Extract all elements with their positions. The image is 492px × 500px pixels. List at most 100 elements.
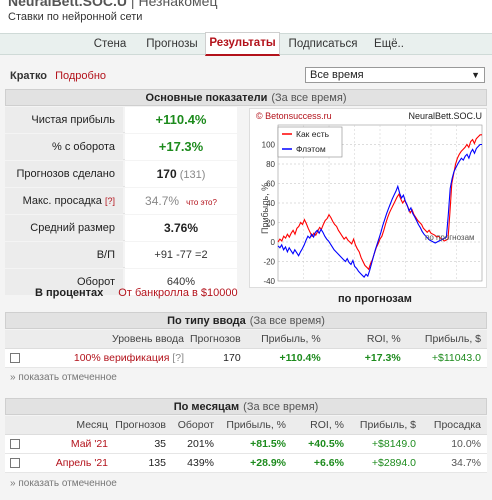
month-table: Месяц Прогнозов Оборот Прибыль, % ROI, %… (5, 416, 487, 473)
stat-value-drawdown: 34.7% что это? (125, 188, 237, 214)
view-short-link[interactable]: Кратко (10, 70, 48, 82)
stat-row-profit: Чистая прибыль +110.4% (5, 107, 237, 133)
stat-value-turnover: 640% (125, 269, 237, 295)
month-roi: +6.6% (292, 453, 350, 473)
stat-value-count: 170 (131) (125, 161, 237, 187)
chart-axis-caption: по прогнозам (338, 293, 412, 305)
stat-label: Чистая прибыль (5, 107, 123, 133)
percent-label: В процентах (35, 287, 104, 299)
month-drawdown: 34.7% (422, 453, 487, 473)
profit-chart: -40 -20 0 20 40 60 80 100 © Betonsuccess.ru Neu… (249, 108, 487, 288)
col-check (5, 330, 26, 349)
stat-label: Макс. просадка [?] (5, 188, 123, 214)
col-profit[interactable]: Прибыль, % (220, 416, 292, 435)
drawdown-help-link[interactable]: [?] (104, 196, 115, 206)
chart-ylabel: Прибыль, % (260, 183, 270, 234)
chart-ytick-label: 20 (266, 219, 275, 228)
type-help-link[interactable]: [?] (172, 351, 184, 364)
chart-ytick-label: 80 (266, 160, 275, 169)
stat-row-roi: % с оборота +17.3% (5, 134, 237, 160)
col-level[interactable]: Уровень ввода (26, 330, 190, 349)
type-table: Уровень ввода Прогнозов Прибыль, % ROI, … (5, 330, 487, 368)
month-turnover: 439% (172, 453, 220, 473)
month-count: 135 (114, 453, 172, 473)
bankroll-link[interactable]: От банкролла в $10000 (118, 287, 238, 299)
stat-row-drawdown: Макс. просадка [?] 34.7% что это? (5, 188, 237, 214)
month-count: 35 (114, 434, 172, 454)
type-name-link[interactable]: 100% верификация (73, 351, 170, 364)
row-check-cell (5, 434, 26, 454)
month-link[interactable]: Апрель '21 (26, 453, 114, 473)
tab-subscribe[interactable]: Подписаться (288, 38, 358, 50)
month-usd: +$8149.0 (350, 434, 422, 454)
month-profit: +28.9% (220, 453, 292, 473)
site-name[interactable]: NeuralBett.SOC.U (8, 0, 128, 9)
row-checkbox[interactable] (10, 457, 20, 468)
type-title: По типу ввода (167, 315, 246, 327)
table-header-row: Месяц Прогнозов Оборот Прибыль, % ROI, %… (5, 416, 487, 435)
stat-row-wld: В/П +91 -77 =2 (5, 242, 237, 268)
type-usd: +$11043.0 (406, 348, 487, 368)
table-row: 100% верификация [?] 170 +110.4% +17.3% … (5, 348, 487, 368)
chart-ytick-label: 60 (266, 180, 275, 189)
stat-drawdown-value: 34.7% (145, 194, 180, 208)
drawdown-what-link[interactable]: что это? (186, 198, 217, 207)
chevron-down-icon: ▼ (471, 70, 480, 80)
site-title: NeuralBett.SOC.U | Незнакомец (8, 0, 217, 9)
col-usd[interactable]: Прибыль, $ (350, 416, 422, 435)
chart-legend: Как есть Флэтом (277, 126, 343, 158)
chart-ytick-label: -20 (263, 258, 275, 267)
col-count[interactable]: Прогнозов (190, 330, 247, 349)
month-turnover: 201% (172, 434, 220, 454)
table-row: Май '21 35 201% +81.5% +40.5% +$8149.0 1… (5, 434, 487, 454)
row-checkbox[interactable] (10, 352, 20, 363)
col-usd[interactable]: Прибыль, $ (406, 330, 487, 349)
period-select[interactable]: Все время ▼ (305, 67, 485, 83)
type-profit: +110.4% (246, 348, 327, 368)
main-nav: Стена Прогнозы Результаты Подписаться Ещ… (0, 32, 492, 56)
view-detailed-link[interactable]: Подробно (55, 70, 107, 82)
stat-count-main: 170 (156, 167, 177, 181)
month-usd: +$2894.0 (350, 453, 422, 473)
col-count[interactable]: Прогнозов (114, 416, 172, 435)
site-subtitle: Ставки по нейронной сети (8, 11, 143, 23)
page-header: NeuralBett.SOC.U | Незнакомец Ставки по … (0, 0, 492, 33)
col-turnover[interactable]: Оборот (172, 416, 220, 435)
stat-label: % с оборота (5, 134, 123, 160)
month-title: По месяцам (173, 401, 240, 413)
month-profit: +81.5% (220, 434, 292, 454)
title-separator: | (130, 0, 135, 9)
month-roi: +40.5% (292, 434, 350, 454)
stat-value-wld: +91 -77 =2 (125, 242, 237, 268)
stat-label: Средний размер (5, 215, 123, 241)
stat-label: Прогнозов сделано (5, 161, 123, 187)
stat-count-extra: (131) (179, 169, 206, 181)
profit-chart-svg: -40 -20 0 20 40 60 80 100 © Betonsuccess.ru Neu… (256, 111, 483, 286)
chart-series-line-1 (277, 134, 482, 271)
col-roi[interactable]: ROI, % (292, 416, 350, 435)
show-marked-link-type[interactable]: » показать отмеченное (10, 372, 117, 383)
col-roi[interactable]: ROI, % (326, 330, 407, 349)
row-checkbox[interactable] (10, 438, 20, 449)
month-link[interactable]: Май '21 (26, 434, 114, 454)
col-drawdown[interactable]: Просадка (422, 416, 487, 435)
chart-ytick-label: 40 (266, 199, 275, 208)
month-drawdown: 10.0% (422, 434, 487, 454)
col-profit[interactable]: Прибыль, % (246, 330, 327, 349)
type-period: (За все время) (249, 315, 325, 327)
chart-ytick-label: -40 (263, 277, 275, 286)
tab-predictions[interactable]: Прогнозы (146, 38, 198, 50)
show-marked-link-month[interactable]: » показать отмеченное (10, 478, 117, 489)
stat-row-count: Прогнозов сделано 170 (131) (5, 161, 237, 187)
stat-value-roi: +17.3% (125, 134, 237, 160)
summary-title: Основные показатели (145, 92, 268, 104)
view-toggle: Кратко Подробно (10, 70, 106, 82)
tab-results[interactable]: Результаты (205, 32, 280, 56)
chart-xlabel-note: по прогнозам (425, 233, 475, 242)
row-check-cell (5, 453, 26, 473)
col-month[interactable]: Месяц (26, 416, 114, 435)
stat-row-turnover: Оборот 640% (5, 269, 237, 295)
stat-label: В/П (5, 242, 123, 268)
tab-wall[interactable]: Стена (93, 38, 127, 50)
tab-more[interactable]: Ещё.. (374, 38, 404, 50)
